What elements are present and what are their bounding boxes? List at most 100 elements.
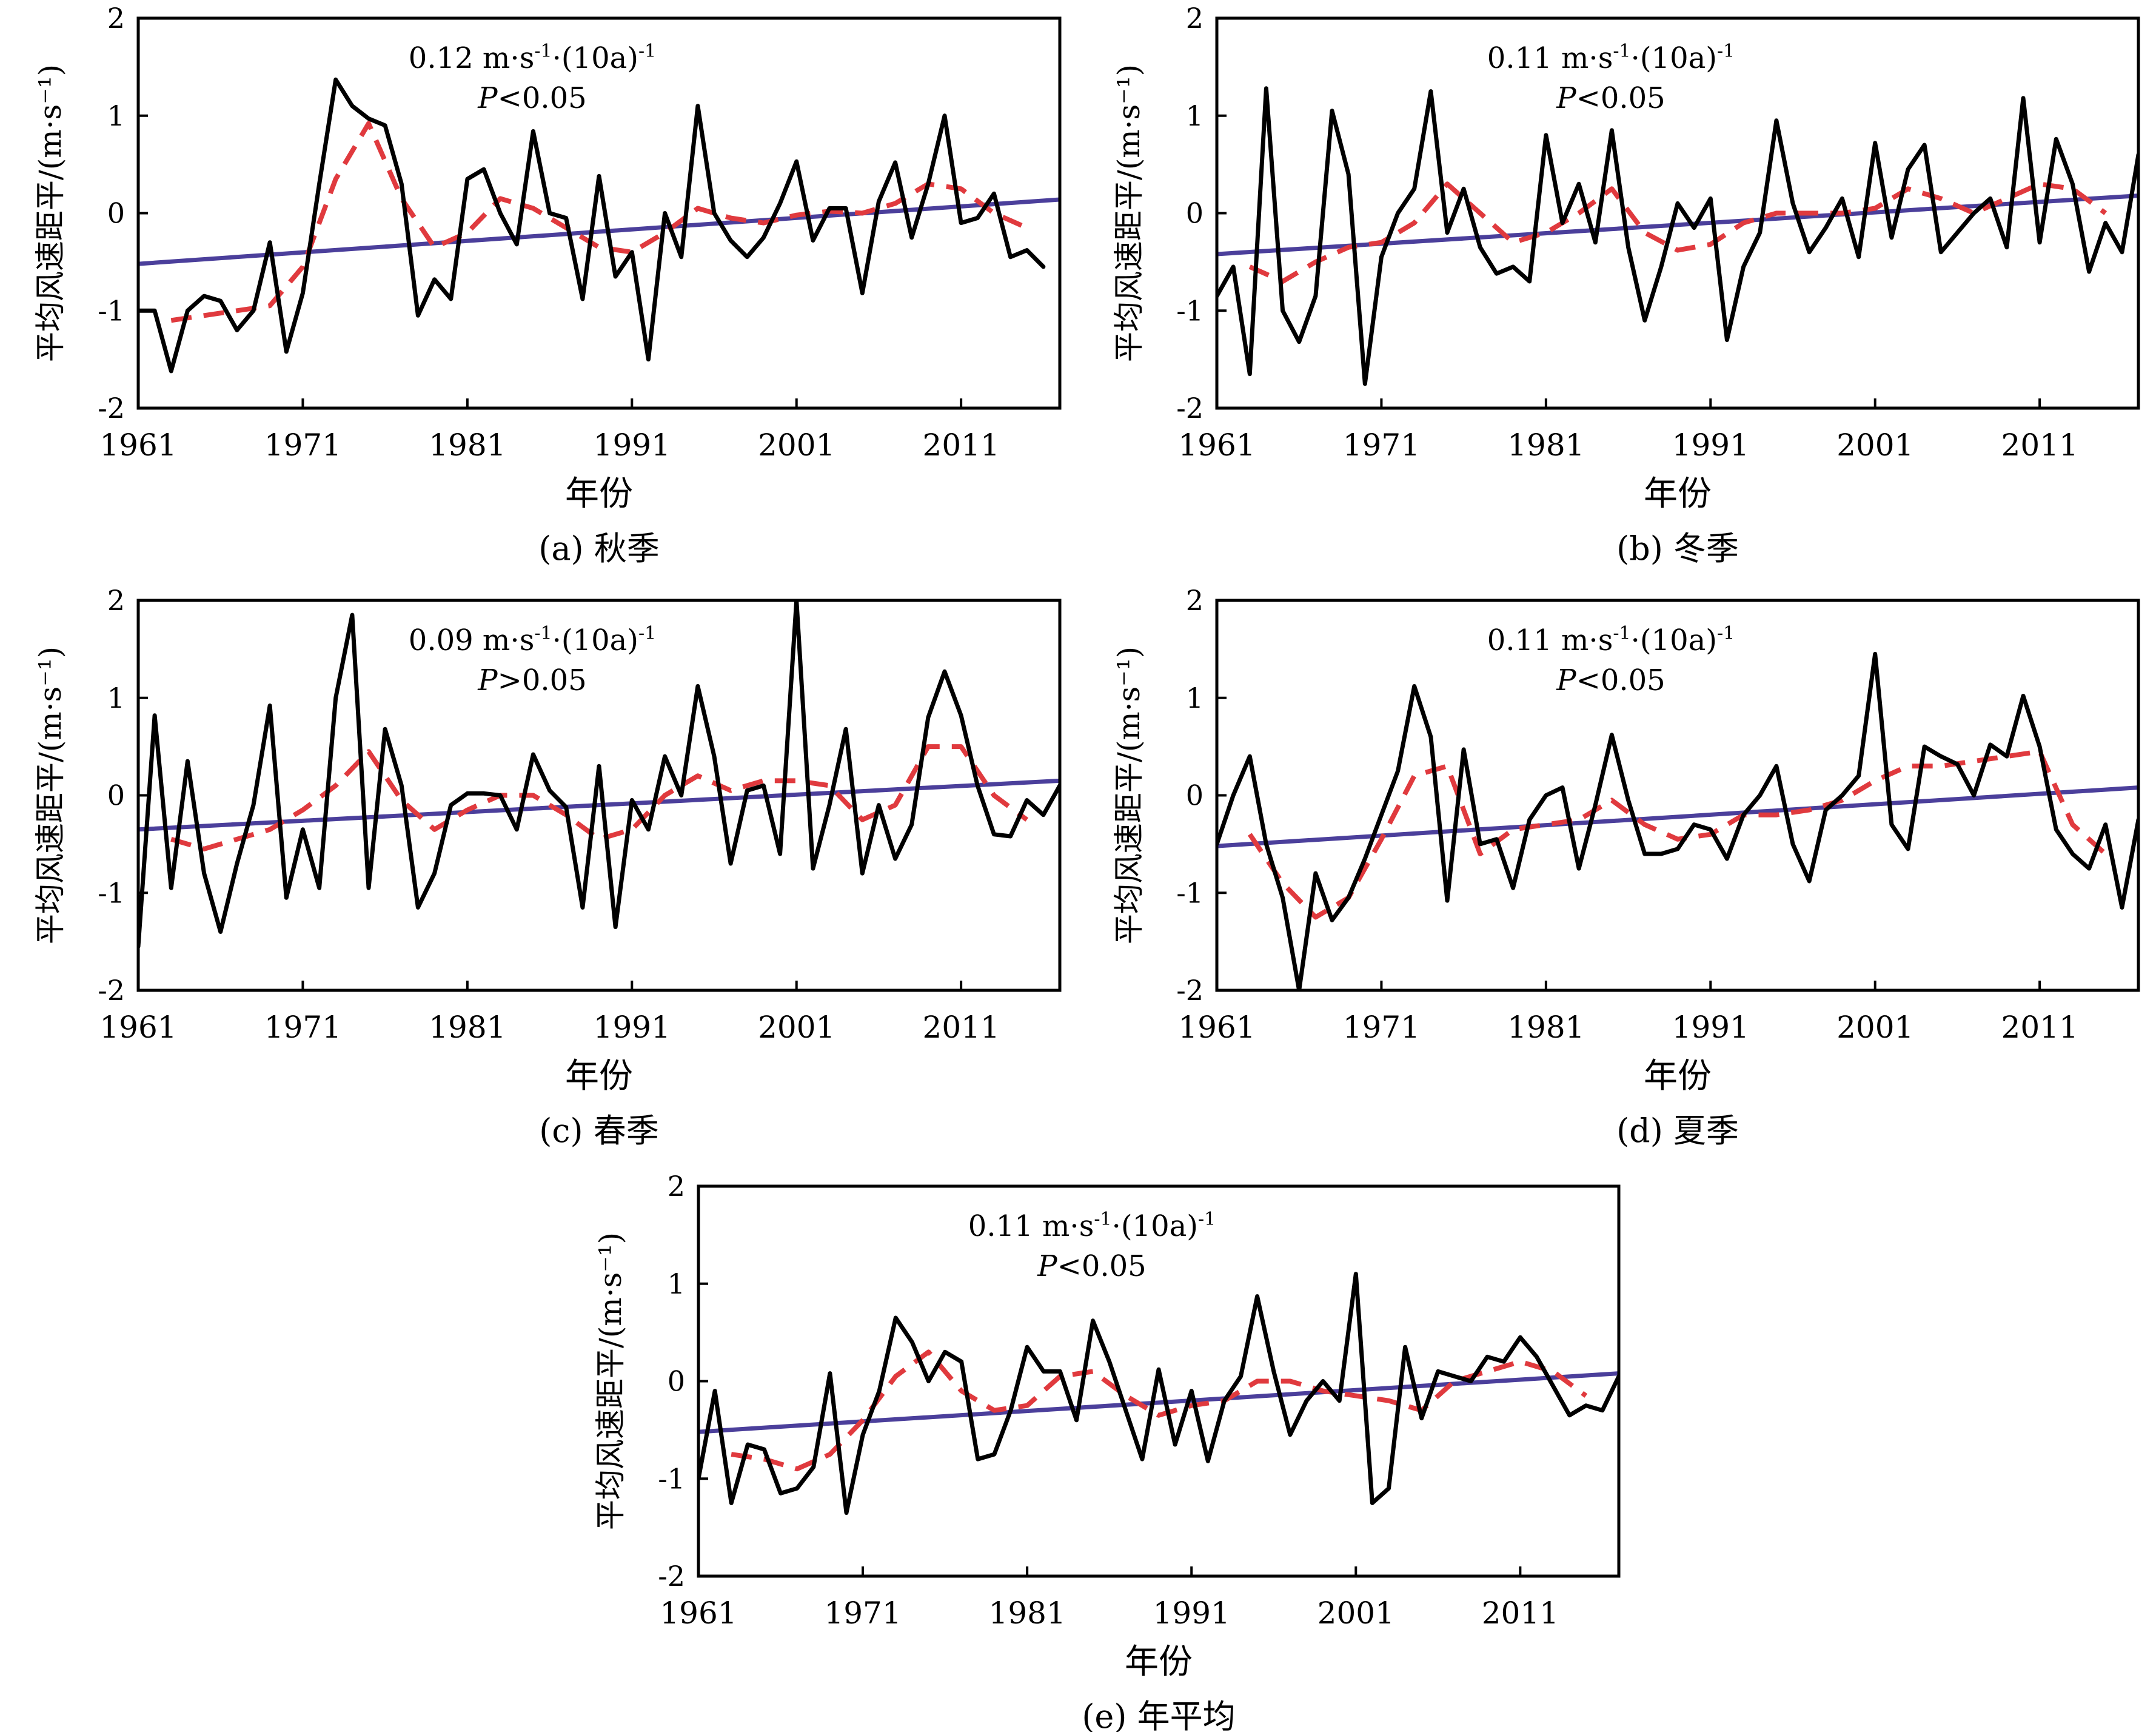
smoothed-line [170, 744, 1029, 851]
x-tick-label: 1971 [1343, 428, 1420, 463]
y-tick-label: 1 [1186, 682, 1204, 714]
anomaly-line [1217, 86, 2138, 386]
x-tick-label: 1981 [1507, 1010, 1584, 1045]
y-tick-label: -1 [98, 876, 125, 909]
significance-annotation: P<0.05 [1556, 663, 1665, 697]
y-tick-label: 2 [668, 1170, 685, 1203]
trend-annotation: 0.09 m·s-1·(10a)-1 [409, 623, 656, 657]
x-axis-label: 年份 [565, 1056, 633, 1096]
smoothed-line [1248, 181, 2107, 284]
y-tick-label: 0 [107, 197, 125, 230]
p-value: <0.05 [1576, 81, 1666, 115]
y-tick-label: -2 [1176, 974, 1204, 1007]
panel-caption: (a) 秋季 [538, 529, 660, 568]
x-tick-label: 2001 [758, 428, 835, 463]
significance-annotation: P<0.05 [1037, 1249, 1146, 1283]
panel-caption: (e) 年平均 [1082, 1697, 1235, 1732]
x-tick-label: 1991 [1672, 428, 1749, 463]
y-tick-label: -1 [98, 294, 125, 327]
plot-area [1217, 86, 2138, 386]
plot-frame [136, 16, 1062, 410]
y-tick-label: 0 [1186, 779, 1204, 812]
x-tick-label: 1981 [1507, 428, 1584, 463]
trend-annotation-sup: -1 [1717, 623, 1735, 644]
x-tick-label: 2001 [1317, 1596, 1394, 1631]
plot-frame [697, 1184, 1621, 1578]
significance-annotation: P>0.05 [477, 663, 586, 697]
x-tick-label: 1991 [1672, 1010, 1749, 1045]
anomaly-line [698, 1272, 1619, 1515]
smoothed-line [170, 121, 1028, 323]
trend-annotation-prefix: 0.11 m·s [1487, 41, 1613, 75]
y-tick-label: -1 [658, 1462, 685, 1495]
x-tick-label: 2001 [758, 1010, 835, 1045]
trend-annotation-sup: -1 [1198, 1209, 1216, 1230]
p-value: >0.05 [498, 663, 587, 697]
trend-annotation-mid: ·(10a) [1631, 623, 1717, 657]
y-tick-label: -2 [658, 1560, 685, 1593]
trend-annotation-prefix: 0.09 m·s [409, 623, 535, 657]
x-axis-label: 年份 [1644, 474, 1712, 514]
p-letter: P [1037, 1249, 1057, 1283]
x-tick-label: 1981 [429, 1010, 506, 1045]
panel-caption: (d) 夏季 [1616, 1112, 1739, 1150]
y-tick-label: -2 [98, 974, 125, 1007]
x-tick-label: 1971 [1343, 1010, 1420, 1045]
y-tick-label: 2 [1186, 2, 1204, 35]
trend-annotation-sup: -1 [534, 41, 552, 62]
y-tick-label: -2 [1176, 392, 1204, 425]
trend-line [138, 778, 1060, 832]
trend-annotation-prefix: 0.11 m·s [968, 1209, 1094, 1243]
anomaly-line [138, 600, 1060, 949]
smoothed-line [1247, 749, 2107, 920]
p-letter: P [477, 81, 498, 115]
trend-annotation-sup: -1 [638, 623, 656, 644]
x-tick-label: 1991 [594, 1010, 671, 1045]
trend-annotation: 0.11 m·s-1·(10a)-1 [1487, 623, 1735, 657]
p-value: <0.05 [498, 81, 587, 115]
x-tick-label: 1971 [264, 428, 341, 463]
x-tick-label: 1971 [824, 1596, 901, 1631]
y-axis-label: 平均风速距平/(m·s⁻¹) [33, 646, 68, 944]
significance-annotation: P<0.05 [1556, 81, 1665, 115]
x-tick-label: 2011 [2001, 428, 2078, 463]
trend-annotation: 0.12 m·s-1·(10a)-1 [409, 41, 656, 75]
y-tick-label: 2 [1186, 584, 1204, 617]
trend-annotation-mid: ·(10a) [552, 41, 638, 75]
x-tick-label: 2001 [1836, 428, 1913, 463]
y-tick-label: 1 [1186, 99, 1204, 132]
trend-annotation-sup: -1 [1094, 1209, 1111, 1230]
x-tick-label: 2011 [923, 428, 1000, 463]
y-tick-label: 0 [1186, 197, 1204, 230]
trend-annotation-sup: -1 [1613, 623, 1630, 644]
x-axis-label: 年份 [565, 474, 633, 514]
y-axis-label: 平均风速距平/(m·s⁻¹) [1111, 646, 1147, 944]
trend-annotation-prefix: 0.11 m·s [1487, 623, 1613, 657]
plot-area [698, 1272, 1619, 1515]
plot-frame [1215, 599, 2140, 992]
x-tick-label: 1961 [1178, 1010, 1255, 1045]
x-tick-label: 2011 [923, 1010, 1000, 1045]
p-value: <0.05 [1057, 1249, 1147, 1283]
trend-annotation-sup: -1 [1613, 41, 1630, 62]
trend-line [698, 1371, 1619, 1434]
y-tick-label: -1 [1176, 294, 1204, 327]
trend-annotation-sup: -1 [638, 41, 656, 62]
x-tick-label: 1991 [594, 428, 671, 463]
y-axis-label: 平均风速距平/(m·s⁻¹) [1111, 64, 1147, 362]
x-tick-label: 2011 [1482, 1596, 1559, 1631]
x-tick-label: 1981 [989, 1596, 1066, 1631]
trend-annotation-mid: ·(10a) [1631, 41, 1717, 75]
trend-annotation-mid: ·(10a) [1112, 1209, 1198, 1243]
y-tick-label: 1 [107, 682, 125, 714]
p-letter: P [1556, 663, 1576, 697]
x-tick-label: 2011 [2001, 1010, 2078, 1045]
plot-frame [1215, 16, 2140, 410]
y-tick-label: 2 [107, 584, 125, 617]
significance-annotation: P<0.05 [477, 81, 586, 115]
panel-caption: (c) 春季 [539, 1112, 659, 1150]
